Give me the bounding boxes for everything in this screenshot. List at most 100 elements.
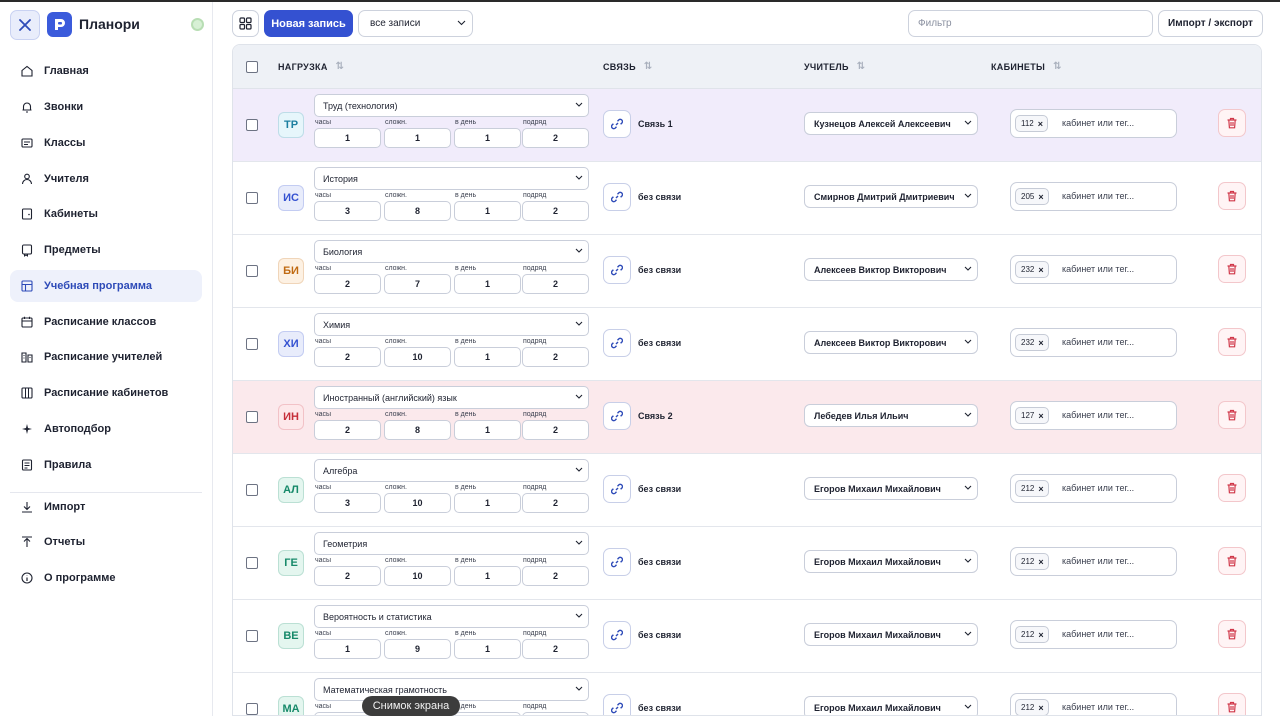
- remove-room-icon[interactable]: ×: [1038, 556, 1044, 567]
- delete-row-button[interactable]: [1218, 620, 1246, 648]
- teacher-select[interactable]: Егоров Михаил Михайлович: [804, 550, 978, 573]
- subject-select[interactable]: Вероятность и статистика: [314, 605, 589, 628]
- subject-select[interactable]: Химия: [314, 313, 589, 336]
- row-checkbox[interactable]: [246, 265, 258, 277]
- complexity-input[interactable]: 9: [384, 639, 451, 659]
- per-day-input[interactable]: 1: [454, 639, 521, 659]
- link-button[interactable]: [603, 110, 631, 138]
- subject-select[interactable]: Биология: [314, 240, 589, 263]
- complexity-input[interactable]: 10: [384, 347, 451, 367]
- teacher-select[interactable]: Алексеев Виктор Викторович: [804, 331, 978, 354]
- teacher-select[interactable]: Егоров Михаил Михайлович: [804, 623, 978, 646]
- sidebar-item-subjects[interactable]: Предметы: [10, 234, 202, 266]
- per-day-input[interactable]: 1: [454, 128, 521, 148]
- remove-room-icon[interactable]: ×: [1038, 264, 1044, 275]
- sidebar-item-user[interactable]: Учителя: [10, 163, 202, 195]
- hours-input[interactable]: 2: [314, 347, 381, 367]
- delete-row-button[interactable]: [1218, 255, 1246, 283]
- in-row-input[interactable]: 2: [522, 274, 589, 294]
- sidebar-item-export[interactable]: Отчеты: [10, 526, 202, 558]
- hours-input[interactable]: 2: [314, 274, 381, 294]
- rooms-input[interactable]: 212 × кабинет или тег...: [1010, 547, 1177, 576]
- filter-input[interactable]: Фильтр: [908, 10, 1153, 37]
- remove-room-icon[interactable]: ×: [1038, 483, 1044, 494]
- row-checkbox[interactable]: [246, 630, 258, 642]
- teacher-select[interactable]: Лебедев Илья Ильич: [804, 404, 978, 427]
- rooms-input[interactable]: 212 × кабинет или тег...: [1010, 693, 1177, 715]
- link-button[interactable]: [603, 621, 631, 649]
- hours-input[interactable]: 3: [314, 493, 381, 513]
- link-button[interactable]: [603, 329, 631, 357]
- remove-room-icon[interactable]: ×: [1038, 337, 1044, 348]
- per-day-input[interactable]: 1: [454, 420, 521, 440]
- sidebar-item-curriculum[interactable]: Учебная программа: [10, 270, 202, 302]
- remove-room-icon[interactable]: ×: [1037, 118, 1044, 129]
- sidebar-item-import[interactable]: Импорт: [10, 491, 202, 523]
- column-teacher[interactable]: УЧИТЕЛЬ ⇅: [804, 61, 865, 72]
- sidebar-item-room[interactable]: Кабинеты: [10, 198, 202, 230]
- delete-row-button[interactable]: [1218, 474, 1246, 502]
- import-export-button[interactable]: Импорт / экспорт: [1158, 10, 1263, 37]
- complexity-input[interactable]: 8: [384, 420, 451, 440]
- subject-select[interactable]: История: [314, 167, 589, 190]
- per-day-input[interactable]: 1: [454, 274, 521, 294]
- row-checkbox[interactable]: [246, 411, 258, 423]
- row-checkbox[interactable]: [246, 703, 258, 715]
- row-checkbox[interactable]: [246, 192, 258, 204]
- subject-select[interactable]: Геометрия: [314, 532, 589, 555]
- in-row-input[interactable]: [522, 712, 589, 715]
- rooms-input[interactable]: 205 × кабинет или тег...: [1010, 182, 1177, 211]
- sidebar-item-rules[interactable]: Правила: [10, 449, 202, 481]
- complexity-input[interactable]: 10: [384, 566, 451, 586]
- sidebar-item-home[interactable]: Главная: [10, 55, 202, 87]
- in-row-input[interactable]: 2: [522, 347, 589, 367]
- complexity-input[interactable]: 10: [384, 493, 451, 513]
- rooms-input[interactable]: 232 × кабинет или тег...: [1010, 328, 1177, 357]
- in-row-input[interactable]: 2: [522, 566, 589, 586]
- delete-row-button[interactable]: [1218, 109, 1246, 137]
- remove-room-icon[interactable]: ×: [1038, 191, 1044, 202]
- sidebar-item-calendar[interactable]: Расписание классов: [10, 306, 202, 338]
- per-day-input[interactable]: 1: [454, 566, 521, 586]
- link-button[interactable]: [603, 694, 631, 715]
- hours-input[interactable]: 3: [314, 201, 381, 221]
- new-record-button[interactable]: Новая запись: [264, 10, 353, 37]
- sidebar-item-room-schedule[interactable]: Расписание кабинетов: [10, 377, 202, 409]
- sidebar-item-sparkle[interactable]: Автоподбор: [10, 413, 202, 445]
- complexity-input[interactable]: 1: [384, 128, 451, 148]
- rooms-input[interactable]: 232 × кабинет или тег...: [1010, 255, 1177, 284]
- column-link[interactable]: СВЯЗЬ ⇅: [603, 61, 653, 72]
- delete-row-button[interactable]: [1218, 547, 1246, 575]
- delete-row-button[interactable]: [1218, 328, 1246, 356]
- column-load[interactable]: НАГРУЗКА ⇅: [278, 61, 344, 72]
- subject-select[interactable]: Иностранный (английский) язык: [314, 386, 589, 409]
- in-row-input[interactable]: 2: [522, 128, 589, 148]
- teacher-select[interactable]: Алексеев Виктор Викторович: [804, 258, 978, 281]
- link-button[interactable]: [603, 256, 631, 284]
- sidebar-item-teacher-schedule[interactable]: Расписание учителей: [10, 341, 202, 373]
- teacher-select[interactable]: Егоров Михаил Михайлович: [804, 477, 978, 500]
- link-button[interactable]: [603, 183, 631, 211]
- in-row-input[interactable]: 2: [522, 493, 589, 513]
- rooms-input[interactable]: 112 × кабинет или тег...: [1010, 109, 1177, 138]
- link-button[interactable]: [603, 402, 631, 430]
- view-toggle-button[interactable]: [232, 10, 259, 37]
- select-all-checkbox[interactable]: [246, 61, 258, 73]
- teacher-select[interactable]: Егоров Михаил Михайлович: [804, 696, 978, 715]
- rooms-input[interactable]: 212 × кабинет или тег...: [1010, 474, 1177, 503]
- hours-input[interactable]: 2: [314, 566, 381, 586]
- row-checkbox[interactable]: [246, 484, 258, 496]
- row-checkbox[interactable]: [246, 119, 258, 131]
- sidebar-item-classes[interactable]: Классы: [10, 127, 202, 159]
- hours-input[interactable]: 1: [314, 639, 381, 659]
- in-row-input[interactable]: 2: [522, 420, 589, 440]
- per-day-input[interactable]: 1: [454, 201, 521, 221]
- hours-input[interactable]: 2: [314, 420, 381, 440]
- per-day-input[interactable]: [454, 712, 521, 715]
- delete-row-button[interactable]: [1218, 182, 1246, 210]
- rooms-input[interactable]: 212 × кабинет или тег...: [1010, 620, 1177, 649]
- in-row-input[interactable]: 2: [522, 639, 589, 659]
- remove-room-icon[interactable]: ×: [1038, 410, 1044, 421]
- sidebar-item-bell[interactable]: Звонки: [10, 91, 202, 123]
- rooms-input[interactable]: 127 × кабинет или тег...: [1010, 401, 1177, 430]
